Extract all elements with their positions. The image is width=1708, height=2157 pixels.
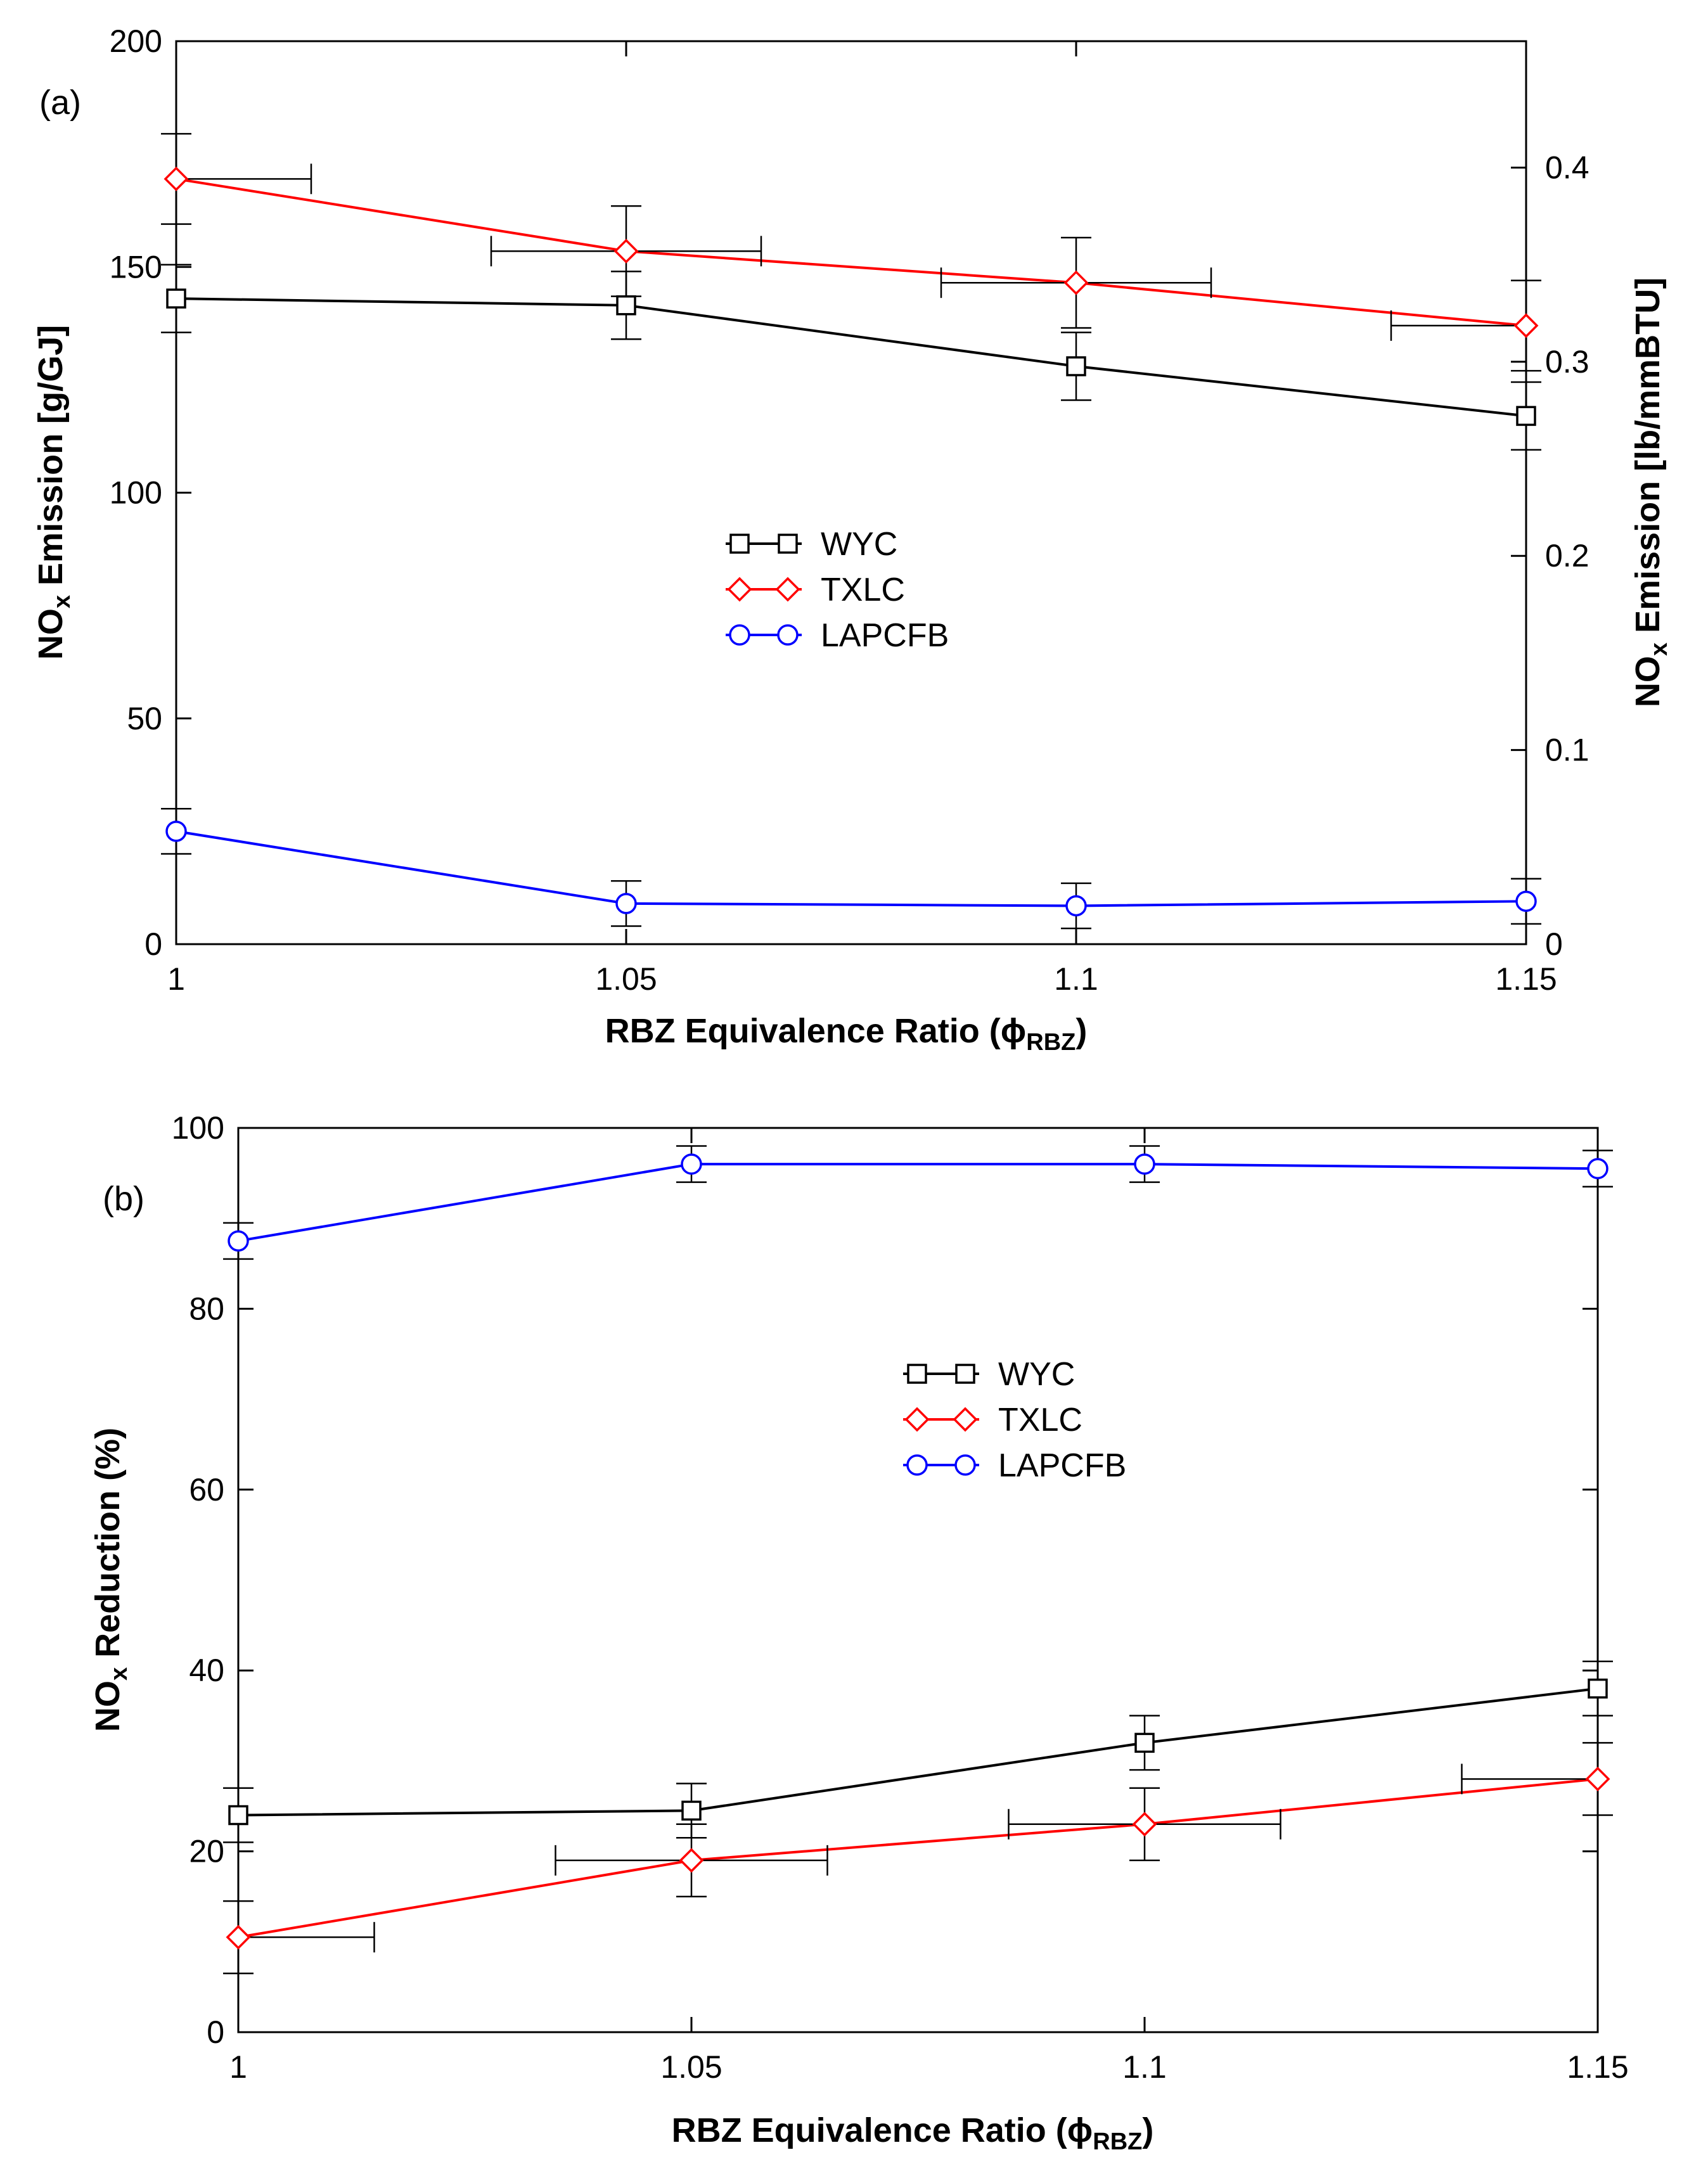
- legend-b: WYC TXLC LAPCFB: [903, 1356, 1126, 1484]
- legend-marker-txlc: [727, 577, 752, 602]
- legend-a: WYC TXLC LAPCFB: [726, 526, 949, 654]
- data-point-lapcfb: [228, 1230, 249, 1252]
- legend-label-wyc: WYC: [998, 1356, 1075, 1393]
- y-tick-label: 80: [189, 1291, 224, 1326]
- data-point-txlc: [613, 238, 639, 264]
- y-tick-label: 150: [110, 249, 162, 285]
- data-point-wyc: [1066, 356, 1086, 376]
- y-tick-label: 0: [207, 2014, 224, 2050]
- data-point-lapcfb: [615, 893, 637, 914]
- legend-marker-wyc: [907, 1364, 927, 1384]
- data-point-txlc: [1585, 1766, 1610, 1791]
- data-point-wyc: [1134, 1732, 1155, 1753]
- chart-panel-b: 1 1.05 1.1 1.15 0 20 40 60 80 100 WYC TXLC LAPCFB (…: [89, 1110, 1629, 2155]
- plot-frame-a: [175, 40, 1527, 945]
- legend-label-wyc: WYC: [821, 526, 897, 563]
- data-point-lapcfb: [1587, 1158, 1608, 1179]
- data-point-lapcfb: [1065, 895, 1087, 917]
- legend-marker-lapcfb: [906, 1454, 928, 1476]
- series-line-lapcfb: [176, 829, 1527, 907]
- y2-tick-label: 0: [1545, 926, 1563, 962]
- legend-marker-wyc: [778, 534, 798, 554]
- data-point-txlc: [679, 1848, 704, 1873]
- x-tick-label: 1.15: [1495, 961, 1557, 997]
- data-point-txlc: [1132, 1812, 1157, 1837]
- legend-label-lapcfb: LAPCFB: [821, 617, 949, 654]
- y2-tick-label: 0.2: [1545, 538, 1589, 573]
- series-line-txlc: [176, 177, 1527, 327]
- plot-frame-b: [237, 1127, 1599, 2033]
- data-point-lapcfb: [681, 1153, 702, 1175]
- series-line-wyc: [176, 297, 1527, 418]
- x-tick-label: 1.05: [660, 2049, 722, 2085]
- y-axis-title-b: NOx Reduction (%): [89, 1428, 132, 1732]
- legend-marker-txlc: [953, 1407, 978, 1432]
- x-tick-label: 1.15: [1567, 2049, 1628, 2085]
- data-point-wyc: [616, 295, 636, 316]
- x-tick-label: 1: [229, 2049, 247, 2085]
- y-tick-label: 100: [172, 1110, 224, 1146]
- series-line-txlc: [238, 1777, 1598, 1939]
- data-point-txlc: [1063, 270, 1089, 295]
- y-tick-label: 40: [189, 1653, 224, 1688]
- y-tick-label: 20: [189, 1834, 224, 1869]
- series-line-wyc: [238, 1687, 1598, 1817]
- y-tick-label: 0: [144, 926, 162, 962]
- data-point-txlc: [226, 1924, 251, 1950]
- y-tick-label: 100: [110, 475, 162, 511]
- x-axis-title-a: RBZ Equivalence Ratio (ϕRBZ): [605, 1012, 1088, 1056]
- y2-tick-label: 0.3: [1545, 344, 1589, 380]
- data-point-wyc: [166, 288, 186, 309]
- legend-label-lapcfb: LAPCFB: [998, 1447, 1126, 1484]
- x-tick-label: 1.1: [1054, 961, 1098, 997]
- data-point-wyc: [1588, 1678, 1608, 1699]
- data-point-txlc: [1513, 313, 1539, 338]
- data-point-lapcfb: [165, 821, 187, 842]
- x-tick-label: 1.05: [595, 961, 657, 997]
- y-tick-label: 200: [110, 23, 162, 59]
- y-axis-title-a: NOx Emission [g/GJ]: [32, 325, 75, 660]
- legend-marker-wyc: [955, 1364, 975, 1384]
- x-axis-title-b: RBZ Equivalence Ratio (ϕRBZ): [672, 2111, 1154, 2155]
- data-point-wyc: [228, 1805, 248, 1826]
- data-point-wyc: [1516, 406, 1536, 426]
- panel-label-b: (b): [103, 1180, 144, 1218]
- legend-marker-txlc: [775, 577, 800, 602]
- data-point-lapcfb: [1515, 890, 1537, 912]
- legend-label-txlc: TXLC: [998, 1402, 1082, 1438]
- legend-marker-lapcfb: [729, 624, 750, 646]
- data-point-txlc: [164, 166, 189, 191]
- series-line-lapcfb: [238, 1163, 1598, 1243]
- legend-marker-lapcfb: [777, 624, 799, 646]
- y-tick-label: 60: [189, 1472, 224, 1507]
- panel-label-a: (a): [39, 84, 81, 122]
- legend-label-txlc: TXLC: [821, 572, 905, 608]
- legend-marker-lapcfb: [954, 1454, 976, 1476]
- y-tick-label: 50: [127, 701, 162, 736]
- data-point-wyc: [681, 1800, 702, 1821]
- x-tick-label: 1: [167, 961, 185, 997]
- data-point-lapcfb: [1134, 1153, 1155, 1175]
- y2-tick-label: 0.4: [1545, 150, 1589, 185]
- legend-marker-wyc: [729, 534, 750, 554]
- legend-marker-txlc: [904, 1407, 930, 1432]
- y2-axis-title-a: NOx Emission [lb/mmBTU]: [1629, 278, 1673, 707]
- y2-tick-label: 0.1: [1545, 733, 1589, 768]
- x-tick-label: 1.1: [1122, 2049, 1167, 2085]
